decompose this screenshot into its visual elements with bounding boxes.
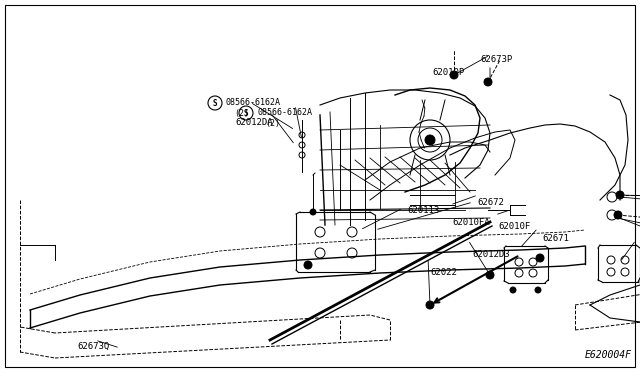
Circle shape — [304, 261, 312, 269]
Text: 62672: 62672 — [477, 198, 504, 207]
Text: 62022: 62022 — [430, 268, 457, 277]
Circle shape — [486, 271, 494, 279]
Text: (2): (2) — [265, 119, 280, 128]
Text: (2): (2) — [234, 109, 249, 118]
Text: 08566-6162A: 08566-6162A — [257, 108, 312, 117]
Circle shape — [426, 301, 434, 309]
Text: S: S — [212, 99, 218, 109]
Circle shape — [616, 191, 624, 199]
Text: E620004F: E620004F — [585, 350, 632, 360]
Text: 08566-6162A: 08566-6162A — [226, 98, 281, 107]
Circle shape — [310, 209, 316, 215]
Circle shape — [510, 287, 516, 293]
Text: 62012D3: 62012D3 — [472, 250, 509, 259]
Text: 62673Q: 62673Q — [77, 342, 109, 351]
Circle shape — [425, 135, 435, 145]
Text: 62012D: 62012D — [638, 278, 640, 287]
Circle shape — [536, 254, 544, 262]
Circle shape — [535, 287, 541, 293]
Circle shape — [450, 71, 458, 79]
Circle shape — [484, 78, 492, 86]
Text: 62010F: 62010F — [498, 222, 531, 231]
Text: 62673P: 62673P — [480, 55, 512, 64]
Text: 62010FA: 62010FA — [452, 218, 490, 227]
Text: 62012DA: 62012DA — [235, 118, 273, 127]
Text: 62010P: 62010P — [432, 68, 464, 77]
Circle shape — [614, 211, 622, 219]
Text: S: S — [244, 109, 248, 119]
Text: 62671: 62671 — [542, 234, 569, 243]
Text: 620113: 620113 — [407, 206, 439, 215]
